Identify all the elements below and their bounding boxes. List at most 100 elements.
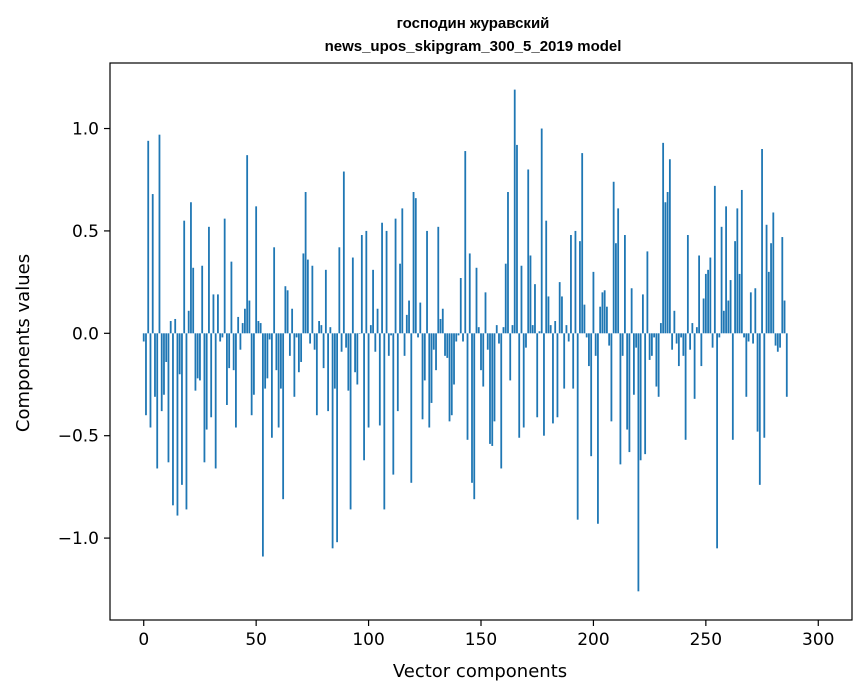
bar-216 <box>628 333 631 453</box>
bar-242 <box>686 235 689 334</box>
x-tick-label: 0 <box>138 630 149 650</box>
bar-173 <box>531 325 534 334</box>
bar-95 <box>356 333 359 385</box>
bar-145 <box>468 253 471 334</box>
bar-175 <box>536 333 539 418</box>
bar-136 <box>448 333 451 422</box>
bar-206 <box>606 306 608 334</box>
bar-4 <box>151 194 154 334</box>
bar-210 <box>615 243 617 334</box>
bar-250 <box>704 273 707 334</box>
bar-174 <box>534 284 536 334</box>
x-tick-label: 150 <box>465 630 497 650</box>
bar-200 <box>592 271 595 334</box>
bar-192 <box>574 230 577 334</box>
x-tick-label: 300 <box>802 630 834 650</box>
bar-234 <box>668 159 671 334</box>
bar-125 <box>423 333 426 381</box>
x-tick-label: 50 <box>245 630 267 650</box>
bar-109 <box>387 333 390 356</box>
bar-261 <box>729 280 732 334</box>
bar-263 <box>734 241 736 334</box>
bar-159 <box>500 333 503 469</box>
bar-124 <box>421 333 424 420</box>
bar-134 <box>444 333 446 356</box>
bar-213 <box>621 333 624 356</box>
y-tick-label: 0.5 <box>72 222 99 242</box>
bar-77 <box>315 333 318 416</box>
bar-68 <box>295 333 298 338</box>
bar-153 <box>486 333 489 350</box>
bar-176 <box>538 331 541 334</box>
bar-278 <box>767 271 770 334</box>
bar-252 <box>709 257 712 334</box>
bar-54 <box>264 333 267 389</box>
bar-172 <box>529 255 532 334</box>
bar-60 <box>277 333 280 428</box>
bar-75 <box>311 265 314 334</box>
bar-190 <box>570 235 572 334</box>
bar-41 <box>235 333 237 428</box>
bar-209 <box>612 181 615 334</box>
bar-115 <box>401 208 404 334</box>
bar-22 <box>192 267 195 334</box>
bar-152 <box>484 292 487 334</box>
bar-127 <box>428 333 431 428</box>
bar-259 <box>725 206 727 334</box>
plot-frame <box>109 62 853 621</box>
bar-31 <box>212 294 215 334</box>
bar-100 <box>367 333 370 428</box>
bar-215 <box>626 333 629 430</box>
bar-283 <box>779 333 781 348</box>
y-tick-label: 1.0 <box>72 120 99 140</box>
bar-18 <box>183 220 186 334</box>
bar-52 <box>259 323 262 334</box>
bar-26 <box>201 265 204 334</box>
bar-98 <box>363 333 365 461</box>
bar-112 <box>394 218 397 334</box>
bar-3 <box>149 333 152 428</box>
bar-14 <box>174 318 177 334</box>
bar-15 <box>176 333 179 516</box>
bar-228 <box>655 333 658 387</box>
bar-249 <box>702 298 705 334</box>
bar-154 <box>489 333 491 444</box>
bar-30 <box>210 333 213 418</box>
bar-11 <box>167 333 170 463</box>
bar-35 <box>221 333 224 338</box>
bar-161 <box>504 263 507 334</box>
bar-245 <box>693 333 696 399</box>
bar-179 <box>545 220 548 334</box>
bar-65 <box>288 333 291 356</box>
bar-205 <box>603 290 606 334</box>
bar-214 <box>624 235 626 334</box>
bar-58 <box>273 247 276 334</box>
bar-19 <box>185 333 188 510</box>
bar-258 <box>722 310 725 334</box>
bar-267 <box>743 333 745 338</box>
bar-273 <box>756 333 759 432</box>
bar-281 <box>774 333 777 346</box>
bar-32 <box>214 333 217 469</box>
bar-203 <box>599 306 602 334</box>
bar-119 <box>410 333 413 483</box>
bar-87 <box>338 247 341 334</box>
bar-82 <box>327 333 330 412</box>
bar-199 <box>590 333 593 457</box>
bar-264 <box>736 208 739 334</box>
y-tick-label: −1.0 <box>58 529 99 549</box>
x-axis-label: Vector components <box>393 661 567 682</box>
bar-130 <box>435 333 437 371</box>
bar-171 <box>527 169 530 334</box>
bar-114 <box>399 263 401 334</box>
bar-225 <box>648 333 651 360</box>
bar-105 <box>378 333 381 426</box>
bar-226 <box>650 333 653 356</box>
bar-29 <box>208 226 210 334</box>
bar-262 <box>731 333 734 440</box>
bar-73 <box>306 259 309 334</box>
bar-131 <box>437 226 440 334</box>
bar-162 <box>507 192 509 334</box>
bar-158 <box>498 333 500 344</box>
